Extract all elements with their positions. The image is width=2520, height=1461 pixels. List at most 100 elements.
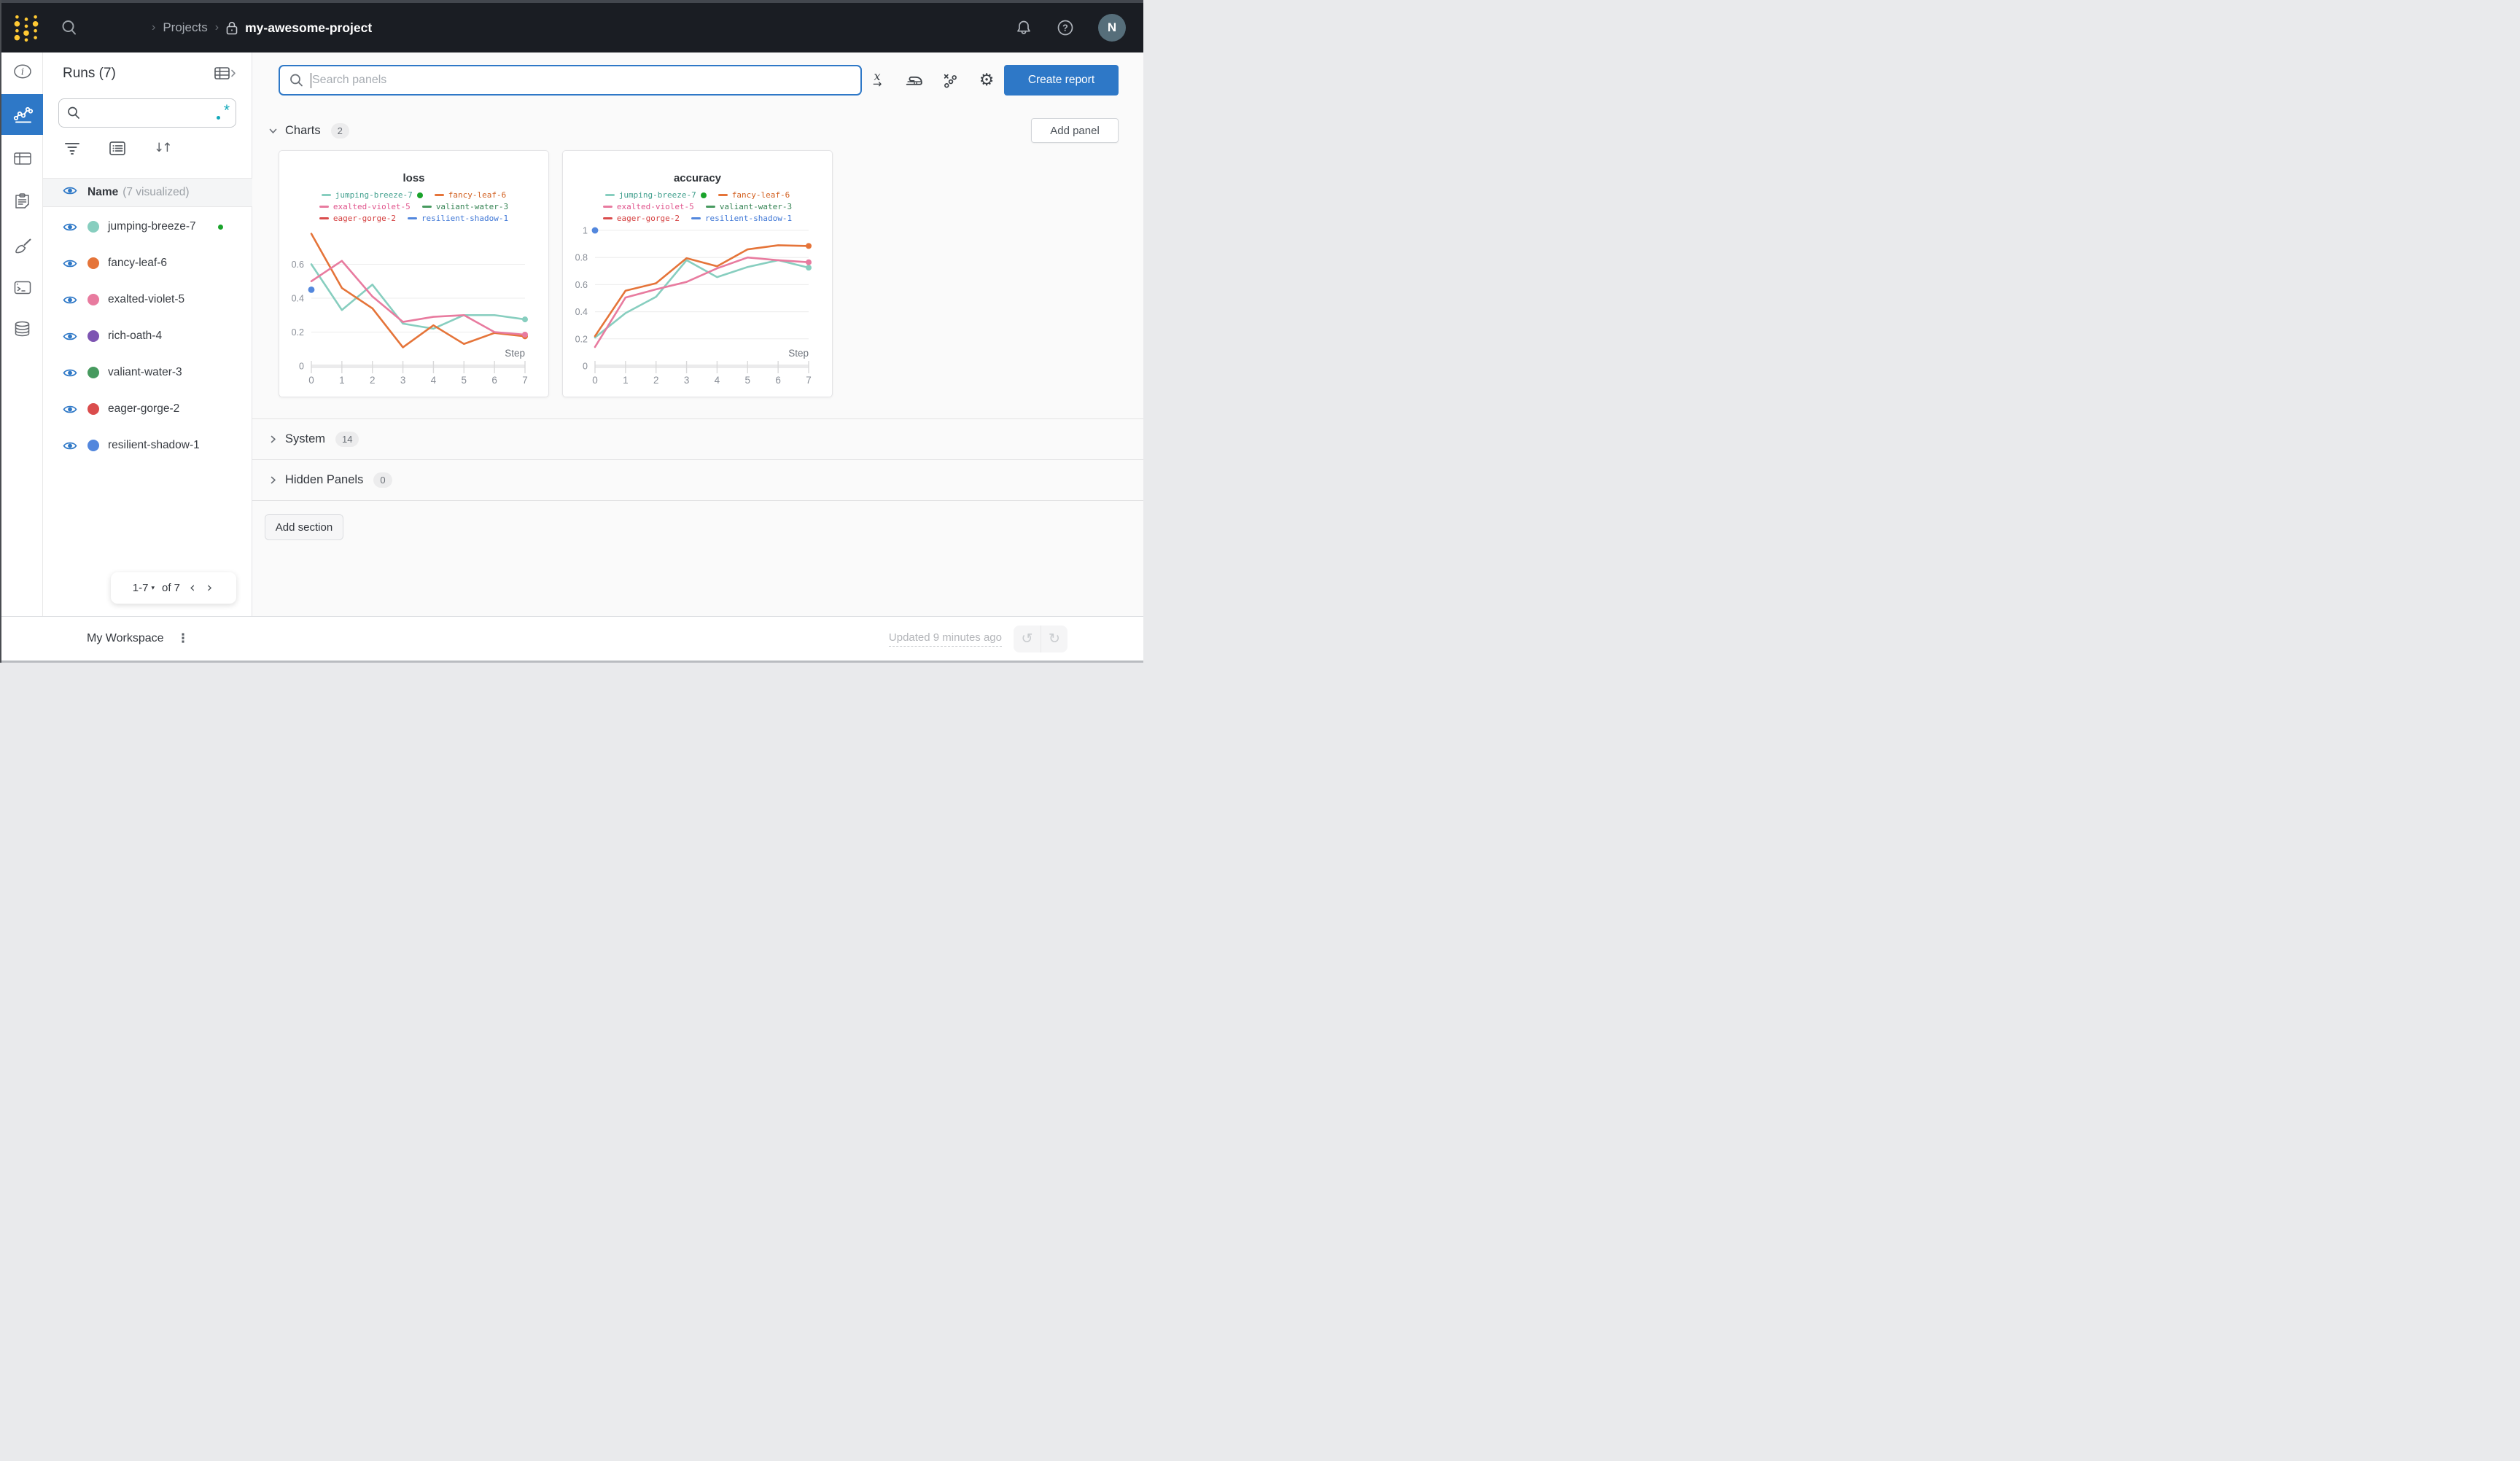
help-icon[interactable]: ? [1056,18,1075,37]
legend-run-label: jumping-breeze-7 [335,190,413,200]
smoothing-settings-button[interactable] [903,69,924,92]
visibility-eye-icon[interactable] [63,222,77,232]
run-name-label[interactable]: jumping-breeze-7 [108,220,196,233]
run-row[interactable]: jumping-breeze-7 [43,209,252,245]
run-name-label[interactable]: valiant-water-3 [108,366,182,378]
run-name-label[interactable]: exalted-violet-5 [108,293,185,305]
regex-toggle[interactable]: * [215,102,230,122]
workspace-name-label[interactable]: My Workspace [87,632,164,644]
add-section-button[interactable]: Add section [265,514,343,540]
rail-logs-clipboard-tab[interactable] [1,180,43,221]
svg-text:Step: Step [788,348,809,359]
breadcrumb-project-name[interactable]: my-awesome-project [245,20,373,35]
expand-runs-table-button[interactable] [214,66,237,82]
visibility-eye-icon[interactable] [63,295,77,305]
group-runs-list-button[interactable] [109,137,126,159]
svg-text:0: 0 [592,375,598,386]
run-row[interactable]: rich-oath-4 [43,318,252,354]
run-row[interactable]: fancy-leaf-6 [43,245,252,281]
breadcrumb-projects-link[interactable]: Projects [163,20,208,34]
run-row[interactable]: exalted-violet-5 [43,281,252,318]
legend-color-dash [691,217,701,220]
legend-entry[interactable]: eager-gorge-2 [319,214,396,223]
workspace-menu-kebab-icon[interactable]: ⋮ [176,631,190,646]
legend-entry[interactable]: jumping-breeze-7 [321,190,423,200]
previous-page-button[interactable]: ‹ [187,581,198,595]
add-panel-button[interactable]: Add panel [1031,118,1119,143]
wandb-workspace-page: › Projects › my-awesome-project ? N i [0,0,1143,663]
wandb-logo-dots [14,15,39,42]
wandb-logo[interactable] [12,12,41,44]
run-name-label[interactable]: resilient-shadow-1 [108,439,200,451]
legend-entry[interactable]: fancy-leaf-6 [718,190,790,200]
outliers-settings-button[interactable] [940,69,960,92]
svg-text:4: 4 [715,375,720,386]
visibility-eye-icon[interactable] [63,441,77,451]
legend-color-dash [604,193,615,197]
undo-button[interactable]: ↺ [1014,626,1041,652]
global-search-icon[interactable] [60,18,79,37]
legend-entry[interactable]: valiant-water-3 [705,202,792,211]
legend-entry[interactable]: valiant-water-3 [421,202,509,211]
loss-chart-panel[interactable]: loss jumping-breeze-7 fancy-leaf-6 exalted… [279,150,549,397]
visibility-eye-icon[interactable] [63,332,77,341]
panel-search-input[interactable] [312,74,852,87]
breadcrumb-separator: › [214,21,219,34]
user-avatar[interactable]: N [1098,14,1126,42]
accuracy-chart-panel[interactable]: accuracy jumping-breeze-7 fancy-leaf-6 exa… [562,150,833,397]
legend-entry[interactable]: fancy-leaf-6 [434,190,506,200]
run-color-dot [88,403,99,415]
run-name-label[interactable]: fancy-leaf-6 [108,257,167,269]
run-color-dot [88,257,99,269]
runs-table-header-row[interactable]: Name (7 visualized) [43,178,252,207]
charts-section-header[interactable]: Charts 2 [252,118,1143,143]
sort-runs-button[interactable]: ↓↑ [154,137,172,159]
rail-artifacts-database-tab[interactable] [1,309,43,350]
system-section-header[interactable]: System 14 [252,418,1143,459]
visibility-eye-icon[interactable] [63,259,77,268]
legend-entry[interactable]: eager-gorge-2 [602,214,680,223]
search-icon [66,106,81,120]
svg-text:6: 6 [491,375,497,386]
pagination-total-label: of 7 [161,582,181,594]
run-row[interactable]: resilient-shadow-1 [43,427,252,464]
run-row[interactable]: valiant-water-3 [43,354,252,391]
legend-color-dash [705,205,715,209]
legend-entry[interactable]: resilient-shadow-1 [407,214,509,223]
x-axis-settings-button[interactable]: x → [867,69,887,92]
svg-text:?: ? [1062,23,1068,34]
top-navbar: › Projects › my-awesome-project ? N [1,3,1143,52]
run-row[interactable]: eager-gorge-2 [43,391,252,427]
page-size-dropdown[interactable]: 1-7 ▾ [132,582,155,594]
rail-jobs-terminal-tab[interactable] [1,267,43,308]
visibility-eye-icon[interactable] [63,186,77,195]
notifications-bell-icon[interactable] [1015,18,1032,37]
redo-button[interactable]: ↻ [1041,625,1068,652]
legend-entry[interactable]: resilient-shadow-1 [691,214,792,223]
visibility-eye-icon[interactable] [63,368,77,378]
workspace-settings-button[interactable]: ⚙ [976,69,997,92]
legend-entry[interactable]: jumping-breeze-7 [604,190,707,200]
legend-run-label: eager-gorge-2 [332,214,396,223]
run-name-label[interactable]: rich-oath-4 [108,330,163,342]
create-report-button[interactable]: Create report [1004,65,1119,96]
rail-workspace-charts-tab[interactable] [1,94,43,135]
rail-runs-table-tab[interactable] [1,138,43,179]
hidden-panels-section-header[interactable]: Hidden Panels 0 [252,459,1143,500]
pagination-card: 1-7 ▾ of 7 ‹ › [111,572,236,604]
toggle-all-visibility-eye-icon[interactable] [63,186,77,199]
chart-legend: jumping-breeze-7 fancy-leaf-6 exalted-viol… [279,190,548,224]
legend-entry[interactable]: exalted-violet-5 [319,202,411,211]
run-name-label[interactable]: eager-gorge-2 [108,402,180,415]
legend-color-dash [321,193,331,197]
visibility-eye-icon[interactable] [63,405,77,414]
next-page-button[interactable]: › [205,581,215,595]
rail-sweeps-broom-tab[interactable] [1,225,43,266]
legend-entry[interactable]: exalted-violet-5 [602,202,694,211]
legend-run-label: valiant-water-3 [435,202,509,211]
run-search-input[interactable] [86,107,215,119]
filter-runs-button[interactable] [63,137,81,159]
rail-overview-tab[interactable]: i [1,52,43,93]
legend-run-label: resilient-shadow-1 [421,214,509,223]
visualized-count-label: (7 visualized) [122,186,190,198]
